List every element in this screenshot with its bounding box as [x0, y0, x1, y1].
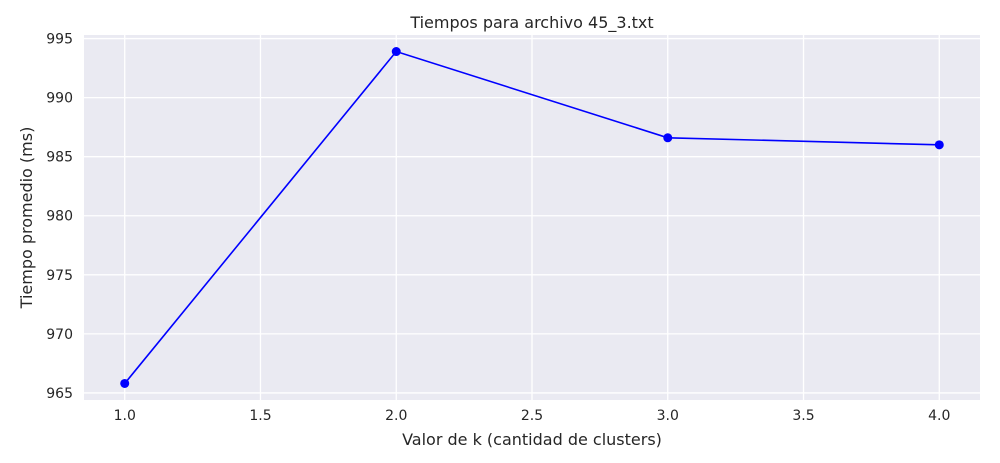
y-axis-ticks: 965 970 975 980 985 990 995 — [46, 32, 73, 402]
x-tick-label: 1.0 — [114, 408, 136, 424]
x-axis-label: Valor de k (cantidad de clusters) — [402, 430, 662, 449]
series-line — [124, 50, 940, 384]
y-tick-label: 990 — [46, 91, 73, 107]
data-point — [663, 133, 673, 143]
data-point — [391, 47, 401, 57]
y-tick-label: 980 — [46, 209, 73, 225]
y-axis-label: Tiempo promedio (ms) — [17, 127, 36, 310]
y-tick-label: 995 — [46, 32, 73, 48]
y-tick-label: 970 — [46, 327, 73, 343]
y-tick-label: 965 — [46, 386, 73, 402]
x-tick-label: 2.0 — [385, 408, 407, 424]
x-tick-label: 2.5 — [521, 408, 543, 424]
data-point — [934, 140, 944, 150]
x-tick-label: 4.0 — [928, 408, 950, 424]
y-tick-label: 985 — [46, 150, 73, 166]
grid — [84, 35, 980, 400]
x-tick-label: 3.0 — [657, 408, 679, 424]
x-tick-label: 1.5 — [249, 408, 271, 424]
chart-title: Tiempos para archivo 45_3.txt — [409, 13, 653, 33]
x-axis-ticks: 1.0 1.5 2.0 2.5 3.0 3.5 4.0 — [114, 408, 951, 424]
y-tick-label: 975 — [46, 268, 73, 284]
x-tick-label: 3.5 — [792, 408, 814, 424]
series-group — [120, 47, 944, 388]
data-point — [120, 378, 130, 388]
